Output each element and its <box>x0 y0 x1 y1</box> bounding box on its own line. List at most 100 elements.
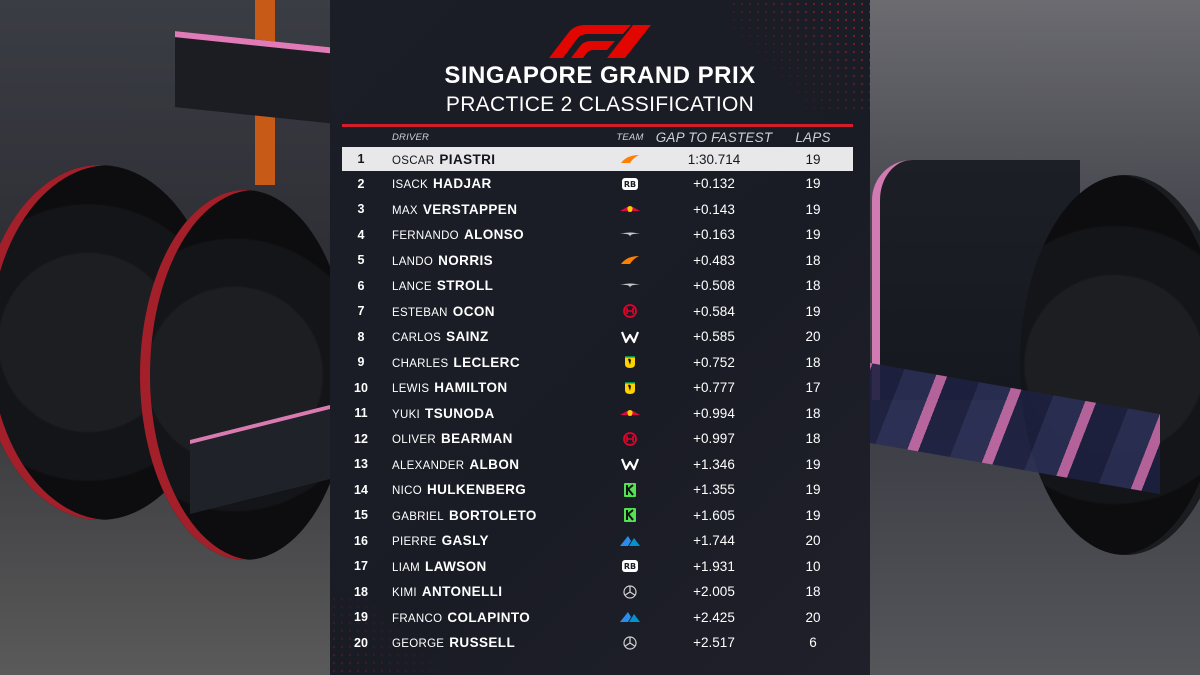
table-row-12: 12 OLIVER BEARMAN +0.997 18 <box>342 426 853 452</box>
gap-to-fastest: +1.355 <box>693 482 735 498</box>
driver-name: KIMI ANTONELLI <box>380 584 605 599</box>
gap-to-fastest: +0.994 <box>693 405 735 421</box>
driver-first-name: OLIVER <box>392 434 436 447</box>
racing-bulls-icon: RB <box>622 560 638 573</box>
gap-to-fastest: 1:30.714 <box>687 151 741 167</box>
position: 6 <box>357 278 365 293</box>
red-bull-icon <box>620 206 640 213</box>
driver-first-name: NICO <box>392 485 422 498</box>
aston-martin-icon <box>620 232 640 237</box>
driver-first-name: FERNANDO <box>392 230 459 243</box>
position: 15 <box>354 508 368 523</box>
laps: 20 <box>805 329 821 345</box>
driver-last-name: ANTONELLI <box>421 584 503 600</box>
laps: 18 <box>805 405 821 421</box>
f1-logo-icon <box>549 25 651 58</box>
dot-pattern <box>730 0 870 110</box>
gap-to-fastest: +0.584 <box>693 303 735 319</box>
svg-text:RB: RB <box>624 180 636 189</box>
table-row-14: 14 NICO HULKENBERG +1.355 19 <box>342 477 853 503</box>
header-gap: GAP TO FASTEST <box>655 129 773 145</box>
laps: 19 <box>805 227 821 243</box>
haas-icon <box>623 431 637 446</box>
driver-first-name: YUKI <box>392 408 421 421</box>
laps: 19 <box>805 456 821 472</box>
table-row-13: 13 ALEXANDER ALBON +1.346 19 <box>342 452 853 478</box>
position: 3 <box>357 202 365 217</box>
team-cell <box>605 381 655 395</box>
driver-last-name: LAWSON <box>425 558 487 574</box>
driver-first-name: GABRIEL <box>392 510 444 523</box>
team-cell <box>605 406 655 420</box>
position: 2 <box>357 176 365 191</box>
mercedes-icon <box>623 585 637 599</box>
sauber-icon <box>624 482 636 497</box>
driver-first-name: ISACK <box>392 179 429 192</box>
driver-last-name: SAINZ <box>446 329 489 345</box>
driver-name: LIAM LAWSON <box>380 559 605 574</box>
driver-last-name: GASLY <box>441 533 489 549</box>
driver-last-name: ALBON <box>469 456 520 472</box>
team-cell <box>605 636 655 650</box>
position: 14 <box>354 482 368 497</box>
williams-icon <box>620 458 640 471</box>
table-row-1: 1 OSCAR PIASTRI 1:30.714 19 <box>342 147 853 171</box>
gap-to-fastest: +0.163 <box>693 227 735 243</box>
table-row-10: 10 LEWIS HAMILTON +0.777 17 <box>342 375 853 401</box>
position: 8 <box>357 329 365 344</box>
driver-last-name: STROLL <box>436 278 494 294</box>
team-cell: RB <box>605 177 655 191</box>
laps: 20 <box>805 533 821 549</box>
aston-martin-icon <box>620 283 640 288</box>
team-cell <box>605 534 655 548</box>
gap-to-fastest: +1.931 <box>693 558 735 574</box>
classification-table: DRIVER TEAM GAP TO FASTEST LAPS 1 OSCAR P… <box>342 124 853 656</box>
driver-first-name: CHARLES <box>392 357 449 370</box>
driver-first-name: MAX <box>392 204 418 217</box>
driver-first-name: LIAM <box>392 561 421 574</box>
table-row-2: 2 ISACK HADJAR RB +0.132 19 <box>342 171 853 197</box>
team-cell <box>605 482 655 497</box>
driver-last-name: PIASTRI <box>439 151 496 167</box>
laps: 19 <box>805 303 821 319</box>
williams-icon <box>620 331 640 343</box>
driver-first-name: OSCAR <box>392 154 435 167</box>
table-row-11: 11 YUKI TSUNODA +0.994 18 <box>342 401 853 427</box>
position: 9 <box>357 355 365 370</box>
tyre-right <box>1020 175 1200 555</box>
team-cell <box>605 253 655 267</box>
position: 16 <box>354 533 368 548</box>
laps: 19 <box>805 507 821 523</box>
mclaren-icon <box>621 155 639 163</box>
gap-to-fastest: +0.585 <box>693 329 735 345</box>
laps: 10 <box>805 558 821 574</box>
table-row-19: 19 FRANCO COLAPINTO +2.425 20 <box>342 605 853 631</box>
team-cell <box>605 202 655 216</box>
driver-name: CARLOS SAINZ <box>380 329 605 344</box>
mercedes-icon <box>623 636 637 650</box>
alpine-icon <box>620 535 640 546</box>
driver-last-name: BORTOLETO <box>448 507 537 523</box>
position: 12 <box>354 431 368 446</box>
driver-first-name: LANCE <box>392 281 432 294</box>
ferrari-icon <box>625 381 635 394</box>
position: 20 <box>354 635 368 650</box>
table-header: DRIVER TEAM GAP TO FASTEST LAPS <box>342 127 853 147</box>
driver-last-name: RUSSELL <box>449 635 516 651</box>
driver-first-name: PIERRE <box>392 536 437 549</box>
driver-last-name: LECLERC <box>453 354 520 370</box>
table-row-9: 9 CHARLES LECLERC +0.752 18 <box>342 350 853 376</box>
position: 10 <box>354 380 368 395</box>
gap-to-fastest: +2.517 <box>693 635 735 651</box>
laps: 17 <box>805 380 821 396</box>
table-row-7: 7 ESTEBAN OCON +0.584 19 <box>342 299 853 325</box>
position: 4 <box>357 227 365 242</box>
driver-name: GEORGE RUSSELL <box>380 635 605 650</box>
gap-to-fastest: +2.425 <box>693 609 735 625</box>
driver-last-name: HADJAR <box>433 176 492 192</box>
laps: 18 <box>805 278 821 294</box>
gap-to-fastest: +0.508 <box>693 278 735 294</box>
driver-first-name: KIMI <box>392 587 417 600</box>
laps: 20 <box>805 609 821 625</box>
